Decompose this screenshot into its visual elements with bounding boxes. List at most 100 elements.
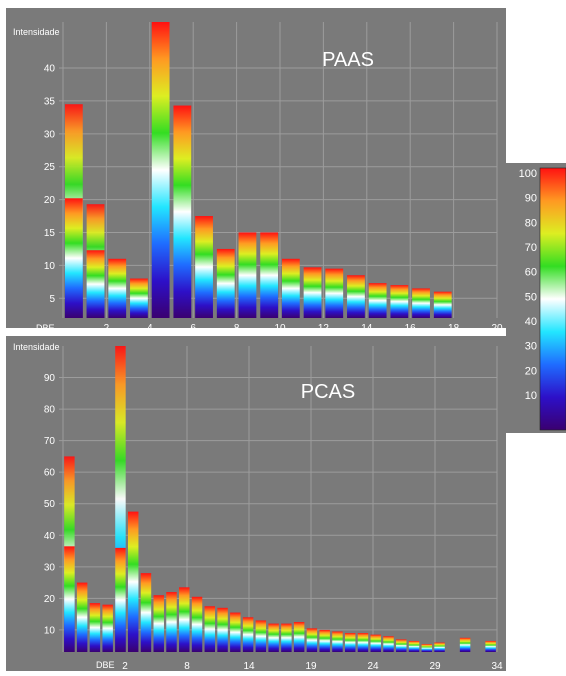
bar	[293, 622, 305, 652]
x-tick-label: 8	[234, 323, 240, 334]
bar	[347, 275, 365, 318]
colorbar-gradient	[539, 167, 566, 431]
bar	[151, 22, 170, 318]
bar	[412, 288, 430, 318]
y-axis-label: Intensidade	[13, 342, 60, 352]
y-tick-label: 30	[44, 562, 56, 573]
x-tick-label: 34	[491, 661, 503, 671]
bar	[140, 573, 152, 652]
bar	[64, 198, 83, 318]
bar	[485, 640, 496, 652]
x-tick-label: 10	[274, 323, 286, 334]
y-tick-label: 30	[44, 129, 56, 140]
bar	[76, 582, 88, 652]
colorbar-label: 10	[525, 390, 537, 402]
bar	[383, 636, 394, 652]
x-axis-label: DBE	[96, 660, 115, 670]
colorbar-label: 70	[525, 242, 537, 254]
x-tick-label: 12	[318, 323, 330, 334]
bar	[64, 546, 75, 652]
chart-title: PCAS	[301, 381, 355, 403]
y-tick-label: 10	[44, 625, 56, 636]
chart-title: PAAS	[322, 49, 374, 71]
y-tick-label: 20	[44, 195, 56, 206]
x-tick-label: 2	[122, 661, 128, 671]
bar	[204, 606, 216, 652]
bar	[332, 631, 343, 652]
bar	[434, 642, 445, 652]
bar	[303, 267, 322, 318]
x-tick-label: 24	[367, 661, 379, 671]
colorbar: 100 90 80 70 60 50 40 30 20 10	[506, 163, 566, 433]
bar	[130, 278, 148, 318]
bar	[325, 268, 344, 318]
bar	[344, 633, 356, 652]
y-tick-label: 25	[44, 162, 56, 173]
x-tick-label: 8	[184, 661, 190, 671]
bar	[191, 596, 203, 652]
bar	[408, 640, 420, 652]
y-tick-label: 5	[49, 294, 55, 305]
bar	[179, 587, 190, 652]
bar	[421, 644, 433, 652]
x-tick-label: 4	[147, 323, 153, 334]
bar	[216, 248, 235, 318]
y-tick-label: 50	[44, 499, 56, 510]
x-tick-label: 2	[104, 323, 110, 334]
bar	[268, 623, 279, 652]
bar	[260, 232, 279, 318]
bar	[195, 216, 213, 318]
y-tick-label: 40	[44, 64, 56, 75]
y-tick-label: 40	[44, 531, 56, 542]
colorbar-label: 100	[519, 168, 537, 180]
y-tick-label: 10	[44, 261, 56, 272]
x-tick-label: 14	[243, 661, 255, 671]
colorbar-label: 30	[525, 341, 537, 353]
bar	[390, 285, 409, 318]
x-tick-label: 19	[305, 661, 317, 671]
bar	[153, 595, 164, 652]
bar	[238, 232, 257, 318]
bar	[89, 603, 101, 652]
colorbar-label: 60	[525, 267, 537, 279]
bar	[319, 629, 330, 652]
y-tick-label: 60	[44, 468, 56, 479]
colorbar-label: 40	[525, 316, 537, 328]
bar	[115, 346, 126, 652]
bar	[102, 604, 113, 652]
x-tick-label: 6	[190, 323, 196, 334]
y-tick-label: 15	[44, 228, 56, 239]
bar	[368, 283, 387, 318]
bar	[396, 639, 407, 652]
y-tick-label: 70	[44, 436, 56, 447]
x-tick-label: 18	[448, 323, 460, 334]
y-tick-label: 80	[44, 405, 56, 416]
x-tick-label: 14	[361, 323, 373, 334]
bar	[306, 628, 318, 652]
bar	[281, 623, 292, 652]
bar	[370, 634, 381, 652]
bar	[108, 258, 127, 318]
y-axis-label: Intensidade	[13, 27, 60, 37]
bar	[127, 511, 139, 652]
bar	[115, 547, 126, 652]
y-tick-label: 35	[44, 96, 56, 107]
colorbar-label: 20	[525, 365, 537, 377]
colorbar-label: 90	[525, 193, 537, 205]
bar	[217, 607, 228, 652]
bar	[433, 291, 452, 318]
colorbar-label: 50	[525, 291, 537, 303]
bar	[459, 637, 471, 652]
x-tick-label: 29	[429, 661, 441, 671]
bar	[242, 617, 254, 652]
x-tick-label: 20	[491, 323, 503, 334]
bar	[357, 633, 369, 652]
x-tick-label: 16	[405, 323, 417, 334]
bar	[173, 105, 192, 318]
y-tick-label: 20	[44, 594, 56, 605]
y-tick-label: 90	[44, 373, 56, 384]
bar	[86, 250, 105, 318]
bar	[230, 612, 241, 652]
